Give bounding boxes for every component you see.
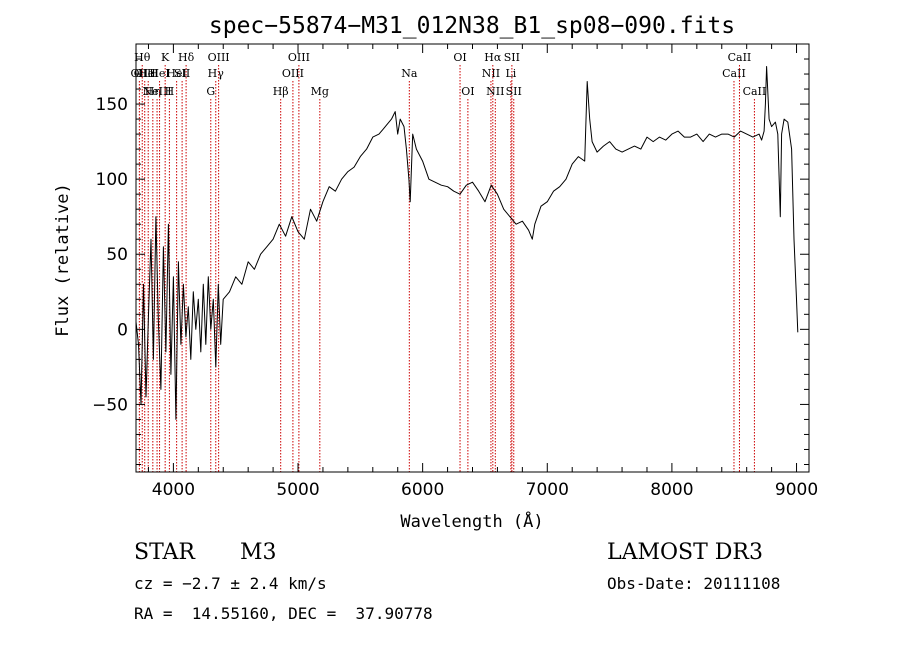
line-marker-label: G — [206, 85, 215, 98]
redshift-readout: cz = −2.7 ± 2.4 km/s — [134, 574, 327, 593]
y-axis-label: Flux (relative) — [53, 183, 73, 337]
line-marker-label: NII — [482, 67, 500, 80]
y-tick-label: 50 — [106, 245, 128, 265]
x-tick-label: 9000 — [775, 480, 818, 500]
x-tick-label: 6000 — [401, 480, 444, 500]
object-subclass: M3 — [240, 540, 277, 565]
line-marker-label: OIII — [208, 51, 230, 64]
line-marker-label: Hβ — [273, 85, 289, 98]
y-tick-label: 0 — [117, 320, 128, 340]
x-axis-label: Wavelength (Å) — [400, 510, 543, 532]
line-marker-label: Hδ — [178, 51, 195, 64]
line-marker-label: HeI — [166, 67, 186, 80]
emission-line-markers: OIIHθOIIIHeIHηNeIIIHeIKHHeISIIHδGHγOIIIH… — [131, 51, 767, 472]
line-marker-label: Hγ — [208, 67, 225, 80]
line-marker-label: OIII — [282, 67, 304, 80]
x-tick-label: 5000 — [276, 480, 319, 500]
x-tick-label: 7000 — [526, 480, 569, 500]
spectrum-series — [135, 66, 799, 420]
axis-ticks: 4000 5000 6000 7000 8000 9000 −50 0 50 100 150 — [92, 44, 818, 500]
line-marker-label: K — [161, 51, 170, 64]
y-tick-label: 150 — [96, 95, 128, 115]
observation-date: Obs-Date: 20111108 — [607, 574, 781, 593]
line-marker-label: HeI — [149, 67, 169, 80]
x-tick-label: 4000 — [152, 480, 195, 500]
line-marker-label: CaII — [743, 85, 767, 98]
line-marker-label: Li — [505, 67, 516, 80]
y-tick-label: −50 — [92, 395, 128, 415]
line-marker-label: OI — [453, 51, 466, 64]
y-tick-label: 100 — [96, 170, 128, 190]
line-marker-label: SII — [174, 67, 190, 80]
line-marker-label: Hη — [145, 85, 161, 98]
line-marker-label: H — [165, 85, 175, 98]
line-marker-label: CaII — [728, 51, 752, 64]
line-marker-label: OI — [461, 85, 474, 98]
spectrum-line — [135, 66, 799, 420]
coordinates-readout: RA = 14.55160, DEC = 37.90778 — [134, 604, 433, 623]
line-marker-label: OIII — [288, 51, 310, 64]
line-marker-label: NII — [486, 85, 504, 98]
line-marker-label: SII — [504, 51, 520, 64]
line-marker-label: OIII — [134, 67, 156, 80]
line-marker-label: NeIII — [142, 85, 171, 98]
line-marker-label: OII — [131, 67, 149, 80]
plot-frame — [135, 43, 810, 473]
line-marker-label: Na — [401, 67, 418, 80]
line-marker-label: HeI — [138, 67, 158, 80]
survey-name: LAMOST DR3 — [607, 540, 763, 565]
line-marker-label: SII — [506, 85, 522, 98]
line-marker-label: Hα — [484, 51, 502, 64]
object-class: STAR — [134, 540, 195, 565]
line-marker-label: Mg — [311, 85, 329, 98]
line-marker-label: Hθ — [134, 51, 151, 64]
chart-title: spec−55874−M31_012N38_B1_sp08−090.fits — [209, 13, 735, 39]
line-marker-label: CaII — [722, 67, 746, 80]
x-tick-label: 8000 — [650, 480, 693, 500]
